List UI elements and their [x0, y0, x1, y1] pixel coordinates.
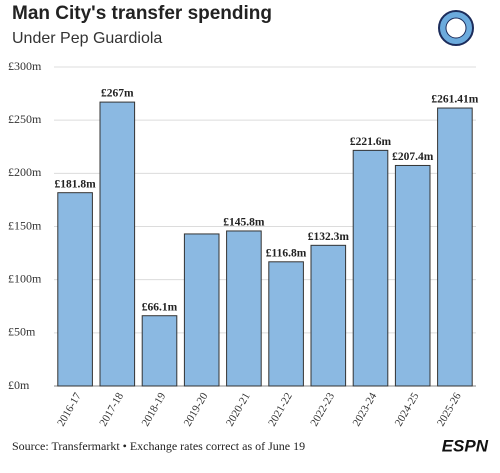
x-tick-label: 2019-20: [182, 390, 211, 428]
y-tick-label: £250m: [8, 112, 42, 126]
bar: [394, 164, 431, 387]
bar: [268, 261, 304, 387]
value-label: £132.3m: [308, 231, 350, 243]
bar: [183, 233, 220, 387]
bar: [99, 101, 136, 387]
x-tick-label: 2021-22: [266, 391, 295, 429]
x-tick-label: 2022-23: [308, 390, 337, 428]
value-label: £181.8m: [54, 178, 96, 190]
bar: [352, 149, 389, 387]
y-tick-label: £300m: [8, 59, 42, 73]
club-logo: [438, 10, 474, 46]
chart-subtitle: Under Pep Guardiola: [12, 30, 162, 47]
bar: [141, 315, 178, 387]
brand-logo: ESPN: [442, 436, 489, 455]
chart-title: Man City's transfer spending: [12, 3, 272, 24]
value-label: £145.8m: [223, 217, 265, 229]
y-tick-label: £200m: [8, 165, 42, 179]
bar: [226, 230, 262, 387]
x-tick-label: 2023-24: [351, 390, 380, 428]
x-tick-label: 2020-21: [224, 391, 253, 429]
x-tick-label: 2025-26: [435, 390, 464, 428]
x-tick-label: 2024-25: [393, 390, 422, 428]
bar: [310, 244, 347, 387]
bar: [57, 192, 93, 387]
value-label: £207.4m: [392, 151, 434, 163]
bar: [437, 107, 473, 387]
y-tick-label: £100m: [8, 271, 42, 285]
y-tick-label: £150m: [8, 218, 42, 232]
source-note: Source: Transfermarkt • Exchange rates c…: [12, 439, 305, 453]
y-tick-label: £0m: [8, 378, 30, 392]
value-label: £221.6m: [350, 136, 392, 148]
x-tick-label: 2017-18: [97, 390, 126, 428]
y-tick-label: £50m: [8, 325, 36, 339]
value-label: £261.41m: [431, 94, 478, 106]
value-label: £116.8m: [266, 247, 307, 259]
value-label: £66.1m: [142, 301, 178, 313]
x-tick-label: 2016-17: [55, 390, 84, 428]
x-tick-label: 2018-19: [140, 390, 169, 428]
value-label: £267m: [101, 88, 134, 100]
